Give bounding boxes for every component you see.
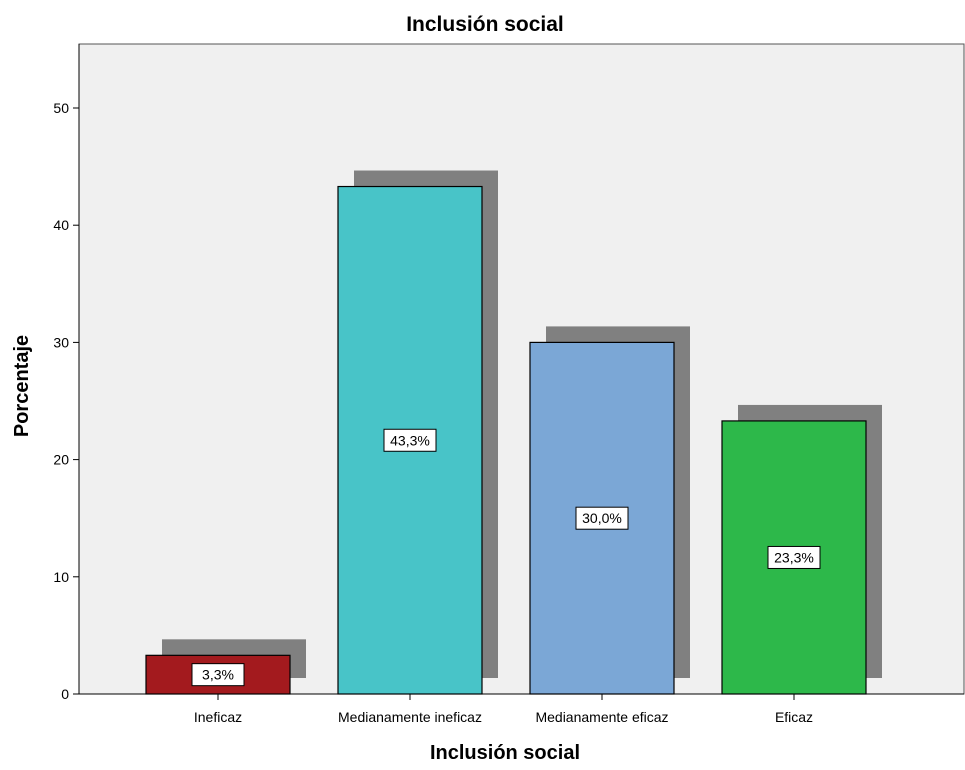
y-tick-label: 40: [53, 217, 69, 233]
x-axis-title: Inclusión social: [430, 742, 580, 764]
x-tick-label: Ineficaz: [194, 709, 242, 725]
y-tick-label: 30: [53, 334, 69, 350]
data-label-box: [191, 663, 245, 687]
x-tick-label: Eficaz: [775, 709, 813, 725]
y-axis: 0 10 20 30 40 50: [53, 44, 80, 702]
data-label: 3,3%: [202, 667, 234, 683]
x-tick-label: Medianamente ineficaz: [338, 709, 482, 725]
data-labels: 3,3% 43,3% 30,0% 23,3%: [191, 428, 821, 687]
data-label-box: [575, 506, 629, 530]
bar: [337, 185, 483, 695]
y-axis-title: Porcentaje: [11, 335, 33, 437]
chart-title: Inclusión social: [406, 13, 564, 36]
data-label: 30,0%: [582, 510, 622, 526]
data-label-box: [383, 428, 437, 452]
data-label: 43,3%: [390, 432, 430, 448]
data-label: 23,3%: [774, 549, 814, 565]
data-label-box: [767, 545, 821, 569]
y-tick-label: 10: [53, 569, 69, 585]
y-tick-label: 20: [53, 452, 69, 468]
y-tick-label: 50: [53, 100, 69, 116]
x-tick-label: Medianamente eficaz: [535, 709, 668, 725]
y-tick-label: 0: [61, 686, 69, 702]
x-axis: Ineficaz Medianamente ineficaz Medianament…: [79, 693, 964, 725]
